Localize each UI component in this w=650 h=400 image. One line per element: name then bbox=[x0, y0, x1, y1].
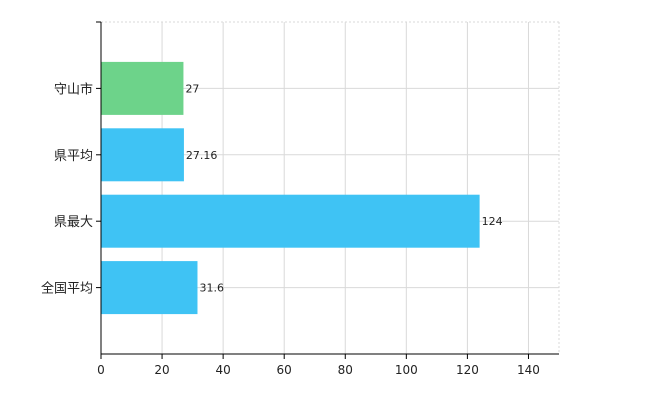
bars bbox=[101, 61, 480, 315]
category-label: 全国平均 bbox=[41, 281, 93, 297]
x-tick-label: 40 bbox=[215, 363, 230, 377]
x-tick-label: 20 bbox=[154, 363, 169, 377]
x-tick-label: 60 bbox=[277, 363, 292, 377]
data-label: 31.6 bbox=[199, 282, 224, 295]
data-label: 27 bbox=[185, 82, 199, 95]
x-tick-label: 100 bbox=[395, 363, 418, 377]
data-label: 27.16 bbox=[186, 149, 218, 162]
bar bbox=[101, 194, 480, 248]
category-label: 守山市 bbox=[54, 81, 93, 97]
data-label: 124 bbox=[482, 215, 503, 228]
category-label: 県平均 bbox=[54, 149, 93, 164]
bar bbox=[101, 128, 184, 182]
axes bbox=[96, 21, 559, 359]
bar bbox=[101, 261, 198, 315]
labels: 27 27.16 124 31.6 0 20 40 60 80 100 120 140 守山市県平均県最… bbox=[41, 81, 540, 377]
x-tick-label: 140 bbox=[517, 363, 540, 377]
bar bbox=[101, 61, 184, 115]
x-tick-label: 120 bbox=[456, 363, 479, 377]
x-tick-label: 0 bbox=[97, 363, 105, 377]
x-tick-label: 80 bbox=[338, 363, 353, 377]
category-label: 県最大 bbox=[54, 215, 93, 230]
